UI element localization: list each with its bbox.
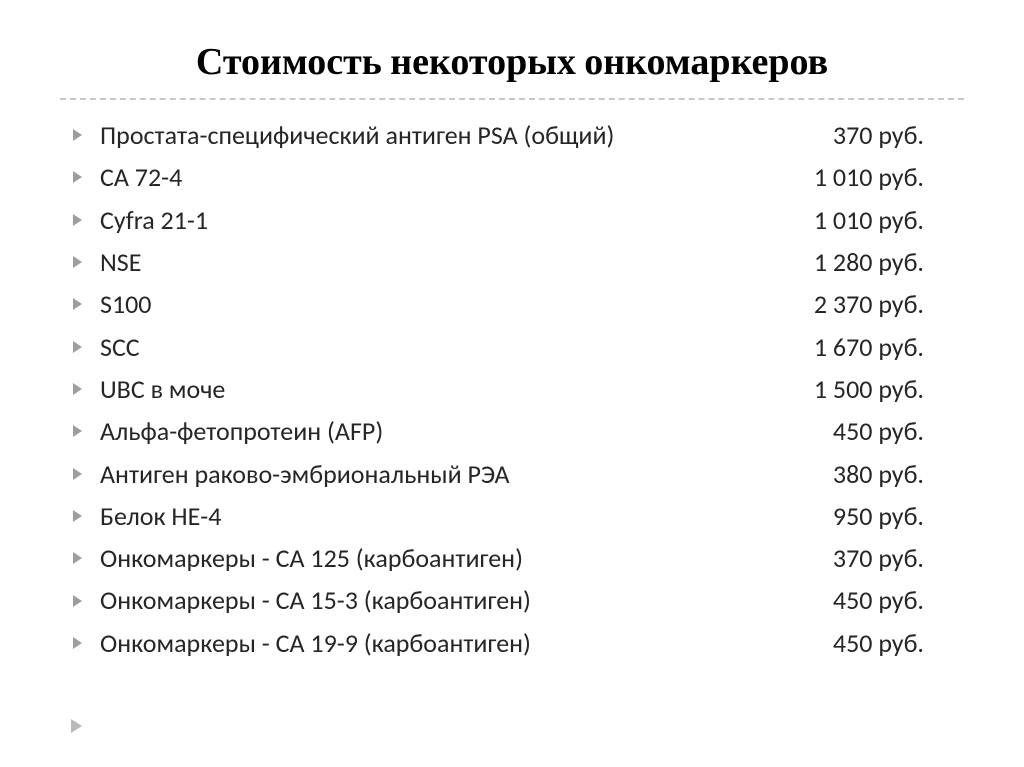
item-label: Белок НЕ-4: [100, 499, 221, 533]
chevron-right-icon: [72, 213, 100, 227]
item-label: СА 72-4: [100, 160, 182, 194]
chevron-right-icon: [72, 340, 100, 354]
chevron-right-icon: [72, 594, 100, 608]
item-price: 370 руб.: [833, 541, 964, 575]
list-item: Cyfra 21-1 1 010 руб.: [72, 203, 964, 237]
list-item: Альфа-фетопротеин (AFP) 450 руб.: [72, 414, 964, 448]
item-label: NSE: [100, 245, 141, 279]
list-item: СА 72-4 1 010 руб.: [72, 160, 964, 194]
list-item: UBC в моче 1 500 руб.: [72, 372, 964, 406]
item-price: 450 руб.: [833, 583, 964, 617]
item-price: 950 руб.: [833, 499, 964, 533]
item-price: 2 370 руб.: [814, 287, 964, 321]
list-item: S100 2 370 руб.: [72, 287, 964, 321]
list-item: Онкомаркеры - СА 15-3 (карбоантиген) 450…: [72, 583, 964, 617]
chevron-right-icon: [72, 509, 100, 523]
item-price: 450 руб.: [833, 414, 964, 448]
chevron-right-icon: [72, 424, 100, 438]
list-item: NSE 1 280 руб.: [72, 245, 964, 279]
item-label: Антиген раково-эмбриональный РЭА: [100, 457, 510, 491]
item-price: 1 500 руб.: [814, 372, 964, 406]
item-price: 450 руб.: [833, 626, 964, 660]
item-price: 1 280 руб.: [814, 245, 964, 279]
item-label: Простата-специфический антиген PSA (общи…: [100, 118, 614, 152]
item-label: SCC: [100, 330, 140, 364]
list-item: Онкомаркеры - СА 125 (карбоантиген) 370 …: [72, 541, 964, 575]
page-title: Стоимость некоторых онкомаркеров: [60, 40, 964, 84]
item-label: Онкомаркеры - СА 15-3 (карбоантиген): [100, 583, 531, 617]
chevron-right-icon: [72, 636, 100, 650]
item-label: S100: [100, 287, 151, 321]
item-label: Cyfra 21-1: [100, 203, 208, 237]
item-price: 1 010 руб.: [814, 203, 964, 237]
title-divider: [60, 98, 964, 100]
item-label: UBC в моче: [100, 372, 225, 406]
item-label: Онкомаркеры - СА 125 (карбоантиген): [100, 541, 523, 575]
item-price: 380 руб.: [833, 457, 964, 491]
list-item: SCC 1 670 руб.: [72, 330, 964, 364]
chevron-right-icon: [72, 382, 100, 396]
item-price: 1 670 руб.: [814, 330, 964, 364]
list-item: Антиген раково-эмбриональный РЭА 380 руб…: [72, 457, 964, 491]
slide: Стоимость некоторых онкомаркеров Простат…: [0, 0, 1024, 767]
footer-chevron-icon: [70, 718, 84, 739]
chevron-right-icon: [72, 551, 100, 565]
list-item: Простата-специфический антиген PSA (общи…: [72, 118, 964, 152]
list-item: Онкомаркеры - СА 19-9 (карбоантиген) 450…: [72, 626, 964, 660]
chevron-right-icon: [72, 255, 100, 269]
chevron-right-icon: [72, 170, 100, 184]
chevron-right-icon: [72, 467, 100, 481]
item-price: 1 010 руб.: [814, 160, 964, 194]
item-label: Онкомаркеры - СА 19-9 (карбоантиген): [100, 626, 531, 660]
price-list: Простата-специфический антиген PSA (общи…: [60, 118, 964, 660]
chevron-right-icon: [72, 297, 100, 311]
item-label: Альфа-фетопротеин (AFP): [100, 414, 383, 448]
item-price: 370 руб.: [833, 118, 964, 152]
list-item: Белок НЕ-4 950 руб.: [72, 499, 964, 533]
chevron-right-icon: [72, 128, 100, 142]
